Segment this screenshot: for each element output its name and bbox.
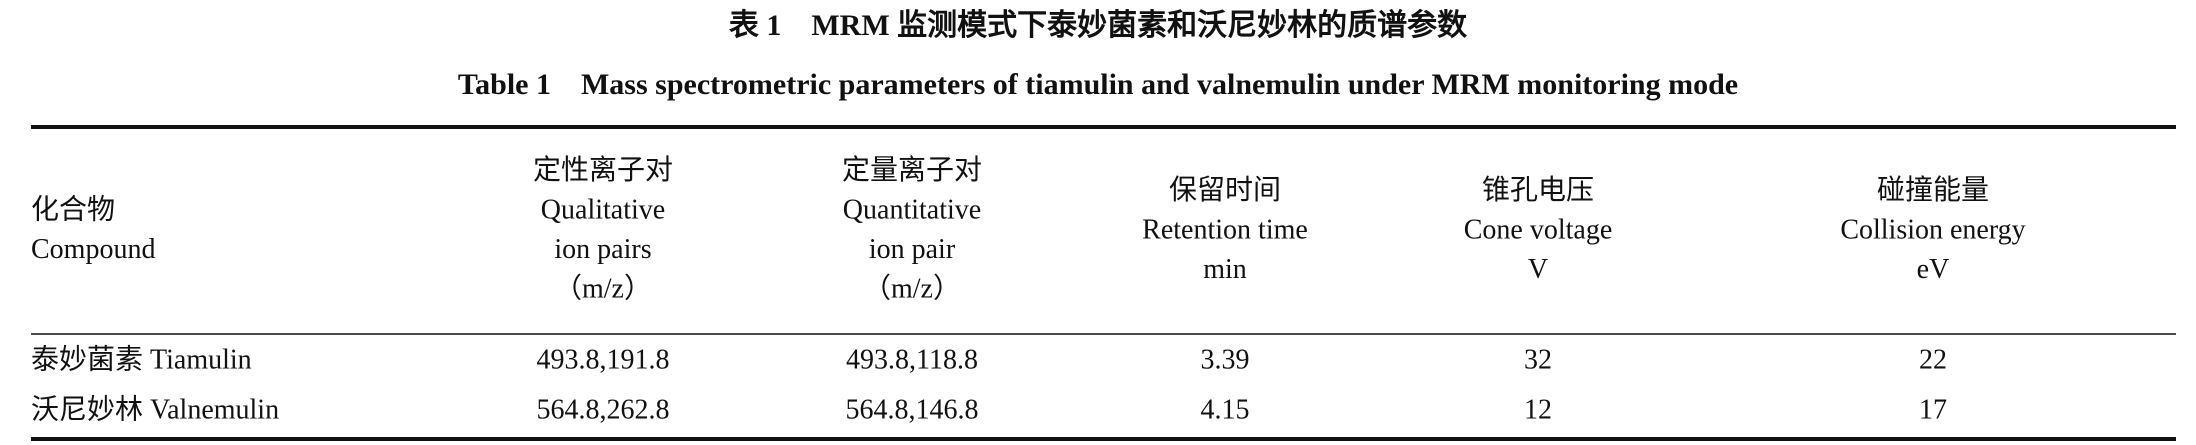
- header-cell: V: [1528, 254, 1548, 285]
- caption-zh: 表 1 MRM 监测模式下泰妙菌素和沃尼妙林的质谱参数: [729, 9, 1468, 42]
- caption-en: Table 1 Mass spectrometric parameters of…: [458, 68, 1738, 101]
- table-cell: 4.15: [1201, 394, 1250, 425]
- header-cell: Qualitative: [541, 195, 665, 226]
- header-cell: Collision energy: [1840, 214, 2025, 245]
- header-cell: （m/z）: [863, 273, 961, 305]
- table-cell: 泰妙菌素 Tiamulin: [31, 343, 252, 375]
- header-cell: 定性离子对: [533, 154, 673, 186]
- header-cell: 锥孔电压: [1482, 174, 1594, 206]
- table-cell: 17: [1919, 394, 1947, 425]
- header-cell: ion pairs: [554, 234, 651, 265]
- table-cell: 22: [1919, 344, 1947, 375]
- table-cell: 12: [1524, 394, 1552, 425]
- table-cell: 沃尼妙林 Valnemulin: [31, 393, 279, 425]
- table-cell: 493.8,118.8: [846, 344, 978, 375]
- header-cell: 定量离子对: [842, 154, 982, 186]
- table-cell: 493.8,191.8: [537, 344, 670, 375]
- header-cell: Compound: [31, 234, 155, 265]
- header-cell: ion pair: [869, 234, 956, 265]
- header-cell: Quantitative: [843, 195, 981, 226]
- header-cell: 保留时间: [1169, 174, 1281, 206]
- header-cell: min: [1203, 254, 1247, 285]
- header-cell: Cone voltage: [1464, 214, 1613, 245]
- table-cell: 3.39: [1201, 344, 1250, 375]
- table-cell: 32: [1524, 344, 1552, 375]
- header-cell: eV: [1917, 254, 1950, 285]
- header-cell: 化合物: [31, 194, 115, 226]
- header-cell: （m/z）: [554, 273, 652, 305]
- table-cell: 564.8,146.8: [846, 394, 979, 425]
- header-cell: Retention time: [1142, 214, 1308, 245]
- table-cell: 564.8,262.8: [537, 394, 670, 425]
- header-cell: 碰撞能量: [1877, 174, 1989, 206]
